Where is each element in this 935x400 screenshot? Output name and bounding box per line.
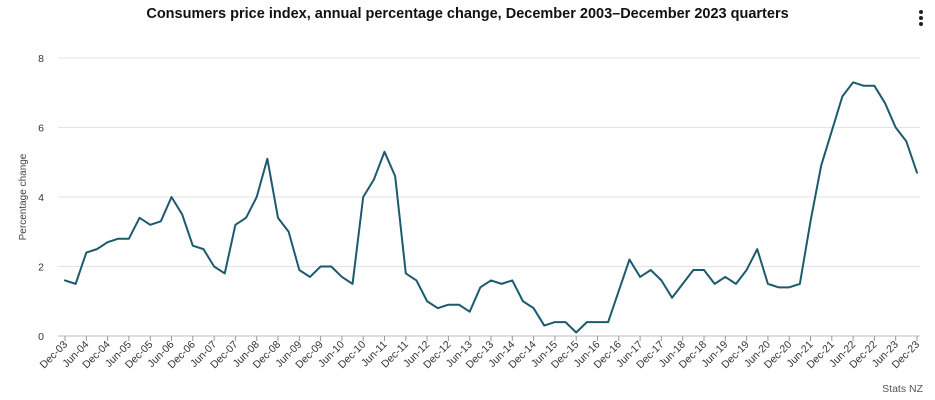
x-axis-ticks: Dec-03Jun-04Dec-04Jun-05Dec-05Jun-06Dec-… — [38, 336, 922, 371]
y-tick-label: 4 — [38, 192, 44, 204]
y-axis-ticks: 0 2 4 6 8 — [38, 53, 44, 343]
grid-lines — [58, 57, 920, 337]
y-axis-label: Percentage change — [18, 153, 29, 240]
menu-dot — [919, 10, 923, 14]
y-tick-label: 2 — [38, 262, 44, 274]
y-tick-label: 0 — [38, 331, 44, 343]
more-vertical-icon[interactable] — [915, 8, 927, 30]
menu-dot — [919, 16, 923, 20]
series-line-cpi — [64, 81, 918, 334]
y-tick-label: 6 — [38, 123, 44, 135]
y-tick-label: 8 — [38, 53, 44, 65]
source-credit: Stats NZ — [882, 383, 923, 395]
menu-dot — [919, 22, 923, 26]
chart-title: Consumers price index, annual percentage… — [146, 6, 789, 22]
